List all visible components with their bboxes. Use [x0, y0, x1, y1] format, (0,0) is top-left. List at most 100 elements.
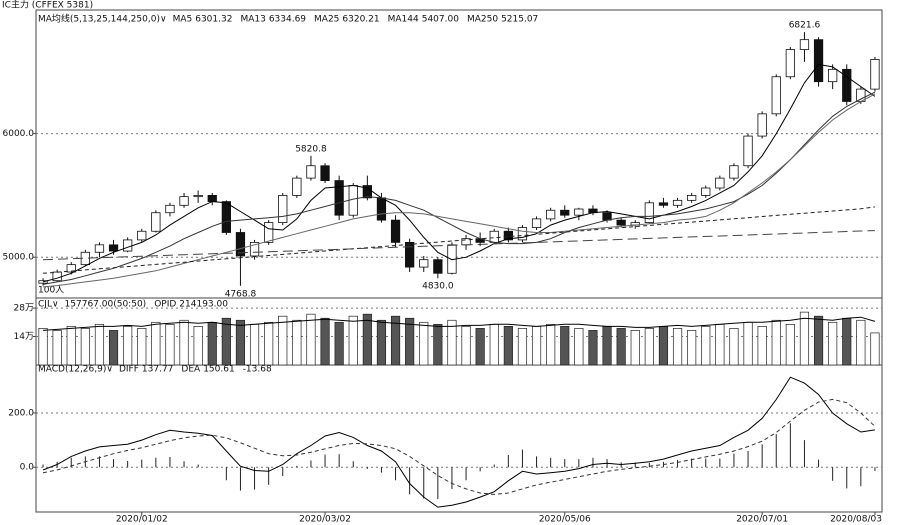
candle-body [644, 202, 654, 224]
candle-body [560, 209, 570, 216]
candle-body [221, 201, 231, 233]
volume-bar [715, 323, 725, 366]
volume-bar [828, 321, 838, 366]
volume-bar [813, 315, 824, 366]
instrument-title: IC主力 (CFFEX 5381) [2, 0, 93, 11]
candle-body [546, 209, 556, 220]
volume-bar [278, 315, 288, 366]
volume-bar [52, 330, 62, 366]
candle-body [687, 195, 697, 201]
legend-value: -13.68 [243, 365, 272, 375]
volume-bar [701, 326, 711, 366]
candle-body [306, 165, 316, 179]
panel-title: MACD(12,26,9)∨ [38, 365, 113, 375]
volume-bar [560, 326, 570, 366]
macd-panel [35, 364, 883, 513]
legend-title: MA均线(5,13,25,144,250,0)∨ [38, 13, 167, 25]
candle-body [376, 197, 387, 221]
volume-bar [221, 317, 231, 366]
candle-body [729, 165, 739, 179]
volume-bar [588, 330, 598, 366]
candle-body [701, 187, 711, 196]
legend-value: 6301.32 [195, 15, 232, 25]
volume-bar [66, 326, 76, 366]
volume-bar [658, 326, 669, 366]
volume-bar [517, 328, 528, 366]
volume-bar [870, 332, 880, 366]
candle-body [207, 195, 217, 202]
volume-bar [842, 317, 852, 366]
volume-bar [390, 315, 401, 366]
volume-bar [644, 328, 654, 366]
candle-body [602, 212, 612, 221]
volume-bar [785, 323, 795, 366]
volume-bar [235, 319, 246, 366]
series-line [42, 230, 875, 261]
candle-body [405, 241, 415, 268]
legend-value: 6334.69 [269, 15, 306, 25]
volume-bar [475, 328, 485, 366]
panel-title: CJL∨ [38, 300, 59, 310]
legend-name: MA144 [388, 15, 419, 25]
volume-bar [503, 326, 513, 366]
series-line [42, 316, 876, 331]
candle-body [743, 135, 753, 167]
candle-body [320, 165, 330, 181]
legend-value: 214193.00 [179, 300, 228, 310]
volume-bar [179, 319, 189, 366]
volume-bar [447, 319, 457, 366]
low-label: 4768.8 [225, 289, 257, 299]
volume-bar [80, 328, 90, 366]
candle-body [278, 195, 288, 224]
volume-bar [108, 330, 119, 366]
legend-name: MA13 [240, 15, 265, 25]
volume-bar [264, 321, 274, 366]
volume-bar [419, 321, 429, 366]
candle-body [672, 199, 683, 206]
series-line [42, 91, 876, 285]
high-label: 6821.6 [789, 21, 821, 31]
volume-bar [743, 321, 753, 366]
candle-body [362, 185, 372, 199]
candle-body [616, 219, 626, 226]
volume-bar [616, 328, 626, 366]
volume-bar [856, 319, 866, 366]
series-line [42, 93, 876, 288]
volume-bar [306, 313, 316, 366]
y-tick-label: 5000.0 [3, 253, 35, 263]
candle-body [292, 177, 302, 196]
x-tick-label: 2020/03/02 [299, 515, 351, 525]
legend-value: 137.77 [142, 365, 174, 375]
candle-body [574, 208, 584, 216]
candle-body [419, 259, 429, 268]
volume-bar [151, 321, 161, 366]
candle-body [531, 218, 542, 228]
series-line [42, 376, 875, 508]
volume-bar [546, 323, 556, 366]
candle-body [66, 264, 76, 273]
legend-value: 5215.07 [501, 15, 538, 25]
volume-bar [193, 326, 203, 366]
y-tick-label: 28万 [14, 304, 34, 314]
y-tick-label: 200.0 [8, 408, 34, 418]
volume-bar [757, 326, 767, 366]
y-tick-label: 14万 [14, 332, 34, 342]
volume-bar [433, 323, 443, 366]
candle-body [235, 232, 246, 257]
volume-bar [405, 317, 415, 366]
candle-body [771, 76, 781, 115]
high-label: 5820.8 [295, 144, 327, 154]
x-tick-label: 2020/07/01 [736, 515, 788, 525]
volume-bar [630, 330, 640, 366]
low-label: 4830.0 [422, 282, 454, 292]
candle-body [658, 202, 669, 206]
volume-bar [207, 321, 217, 366]
candle-body [785, 49, 795, 78]
legend-name: DEA [181, 365, 201, 375]
legend-name: MA25 [314, 15, 339, 25]
candle-body [813, 39, 824, 83]
volume-bar [38, 328, 48, 366]
legend-name: MA5 [173, 15, 193, 25]
volume-bar [687, 330, 697, 366]
legend-value: 6320.21 [342, 15, 379, 25]
